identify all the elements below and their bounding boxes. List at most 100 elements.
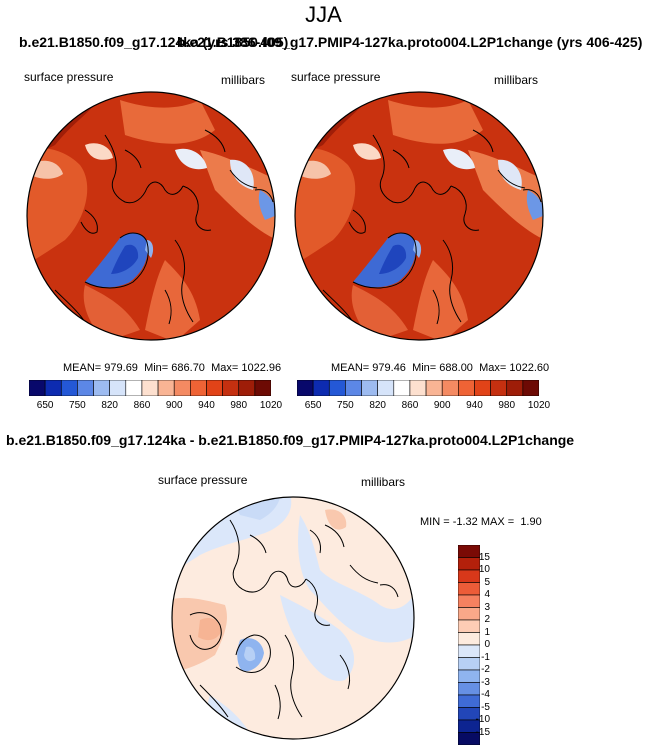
figure-title: JJA xyxy=(305,2,342,27)
diff-colorbar-label: -10 xyxy=(475,714,490,725)
left-colorbar-box xyxy=(44,380,62,396)
right-colorbar-label: 1020 xyxy=(527,400,551,411)
diff-minmax: MIN = -1.32 MAX = 1.90 xyxy=(420,516,542,528)
left-colorbar-label: 750 xyxy=(69,400,86,411)
diff-colorbar-label: 2 xyxy=(484,614,490,625)
diff-colorbar xyxy=(458,545,480,745)
left-colorbar-label: 900 xyxy=(165,400,183,411)
right-max-label: Max= xyxy=(479,362,507,374)
left-colorbar-box xyxy=(93,380,110,396)
diff-colorbar-label: -4 xyxy=(481,689,490,700)
right-colorbar-box xyxy=(458,380,475,396)
diff-polar-map xyxy=(171,496,415,740)
right-colorbar-box xyxy=(425,380,443,396)
right-colorbar-box xyxy=(474,380,491,396)
diff-colorbar-label: 5 xyxy=(484,576,490,588)
left-colorbar-box xyxy=(60,380,78,396)
left-colorbar-box xyxy=(254,380,271,396)
left-colorbar-label: 650 xyxy=(36,400,54,411)
right-colorbar-box xyxy=(345,380,362,396)
left-mean-value: 979.69 xyxy=(104,362,138,374)
right-colorbar-box xyxy=(393,380,411,396)
right-colorbar-label: 650 xyxy=(304,400,322,411)
diff-colorbar-label: -2 xyxy=(481,664,490,675)
left-colorbar-box xyxy=(222,380,240,396)
diff-colorbar-label: 0 xyxy=(484,639,490,650)
right-colorbar-label: 900 xyxy=(433,400,451,411)
right-colorbar-box xyxy=(328,380,346,396)
right-colorbar-label: 820 xyxy=(369,400,386,411)
diff-colorbar-label: 1 xyxy=(484,626,490,638)
right-colorbar-label: 940 xyxy=(466,400,483,411)
left-colorbar-label: 860 xyxy=(133,400,151,411)
right-colorbar xyxy=(297,380,539,396)
left-colorbar-box xyxy=(238,380,256,396)
right-min-label: Min= xyxy=(412,362,437,374)
left-min-value: 686.70 xyxy=(171,362,205,374)
right-colorbar-box xyxy=(312,380,330,396)
left-colorbar-box xyxy=(125,380,143,396)
right-variable-label: surface pressure xyxy=(291,70,381,84)
right-colorbar-box xyxy=(361,380,378,396)
diff-units-label: millibars xyxy=(361,475,406,489)
right-polar-map xyxy=(294,91,544,341)
left-colorbar-labels: 650 750 820 860 900 940 980 1020 xyxy=(29,400,282,414)
panel-right-title: b.e21.B1850.f09_g17.PMIP4-127ka.proto004… xyxy=(177,34,643,50)
right-mean-value: 979.46 xyxy=(372,362,406,374)
right-colorbar-label: 980 xyxy=(498,400,516,411)
right-min-value: 688.00 xyxy=(439,362,473,374)
right-colorbar-label: 860 xyxy=(401,400,419,411)
diff-colorbar-box xyxy=(458,732,480,745)
diff-max-label: MAX = xyxy=(480,516,515,528)
left-colorbar xyxy=(29,380,271,396)
left-colorbar-box xyxy=(77,380,94,396)
left-colorbar-box xyxy=(29,380,46,396)
diff-colorbar-label: -1 xyxy=(481,651,490,663)
panel-left-title: b.e21.B1850.f09_g17.124ka (yrs 386-405) xyxy=(19,34,289,50)
diff-colorbar-label: -3 xyxy=(481,676,490,688)
right-mean-label: MEAN= xyxy=(331,362,370,374)
diff-colorbar-label: 4 xyxy=(484,589,490,600)
left-colorbar-label: 1020 xyxy=(259,400,283,411)
left-colorbar-box xyxy=(173,380,191,396)
diff-min-value: -1.32 xyxy=(452,516,478,528)
right-units-label: millibars xyxy=(494,73,539,87)
right-colorbar-box xyxy=(441,380,459,396)
left-colorbar-label: 820 xyxy=(101,400,118,411)
left-mean-label: MEAN= xyxy=(63,362,102,374)
right-stats: MEAN= 979.46 Min= 688.00 Max= 1022.60 xyxy=(331,362,549,374)
right-colorbar-label: 750 xyxy=(337,400,354,411)
diff-title: b.e21.B1850.f09_g17.124ka - b.e21.B1850.… xyxy=(6,432,575,448)
diff-min-label: MIN = xyxy=(420,516,450,528)
right-max-value: 1022.60 xyxy=(509,362,550,374)
right-colorbar-box xyxy=(490,380,508,396)
right-colorbar-box xyxy=(506,380,524,396)
left-variable-label: surface pressure xyxy=(24,70,114,84)
right-colorbar-box xyxy=(522,380,539,396)
right-colorbar-box xyxy=(409,380,427,396)
right-colorbar-box xyxy=(377,380,395,396)
left-stats: MEAN= 979.69 Min= 686.70 Max= 1022.96 xyxy=(63,362,281,374)
diff-colorbar-labels: 15 10 5 4 3 2 1 0 -1 -2 -3 -4 -5 -10 -15 xyxy=(460,545,500,745)
left-units-label: millibars xyxy=(221,73,266,87)
left-max-label: Max= xyxy=(211,362,239,374)
left-polar-map xyxy=(26,91,276,341)
left-colorbar-box xyxy=(206,380,223,396)
left-colorbar-box xyxy=(109,380,127,396)
diff-colorbar-label: -5 xyxy=(481,701,490,713)
right-colorbar-labels: 650 750 820 860 900 940 980 1020 xyxy=(297,400,550,414)
left-min-label: Min= xyxy=(144,362,169,374)
diff-colorbar-label: 10 xyxy=(478,564,490,575)
left-colorbar-box xyxy=(190,380,207,396)
diff-colorbar-label: 15 xyxy=(478,551,490,563)
left-colorbar-label: 940 xyxy=(198,400,215,411)
diff-colorbar-label: 3 xyxy=(484,601,490,613)
left-colorbar-box xyxy=(157,380,175,396)
diff-max-value: 1.90 xyxy=(520,516,542,528)
left-max-value: 1022.96 xyxy=(241,362,282,374)
right-colorbar-box xyxy=(297,380,314,396)
left-colorbar-box xyxy=(141,380,159,396)
diff-variable-label: surface pressure xyxy=(158,473,248,487)
diff-colorbar-label: -15 xyxy=(475,726,490,738)
left-colorbar-label: 980 xyxy=(230,400,248,411)
